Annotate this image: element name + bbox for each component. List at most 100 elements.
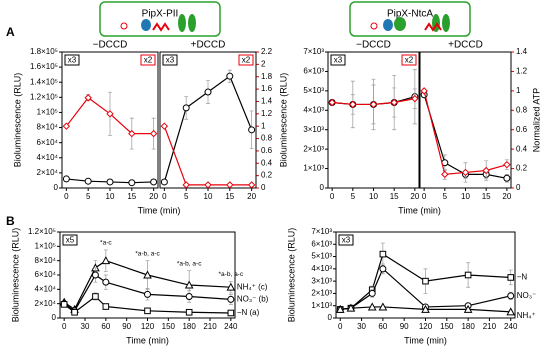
point xyxy=(149,129,158,138)
y-tick-label: 1.4×10⁵ xyxy=(30,77,58,86)
point xyxy=(507,274,515,281)
point xyxy=(204,181,212,189)
point xyxy=(226,181,234,189)
annotation: *a-b, a-c xyxy=(177,260,202,267)
series-label: −N (a) xyxy=(237,308,260,317)
y-tick-label: 1.2×10⁵ xyxy=(30,92,58,101)
annotation: *a-c xyxy=(100,240,112,247)
x-tick-label: 5 xyxy=(86,192,91,201)
point xyxy=(144,307,151,315)
y-tick-label: 1×10³ xyxy=(311,301,332,310)
badge-box xyxy=(162,54,178,66)
point xyxy=(227,309,235,317)
x-tick-label: 5 xyxy=(351,192,356,201)
y-tick-label: 3×10³ xyxy=(303,125,324,134)
x-tick-label: 0 xyxy=(62,322,67,331)
panel-header: PipX-NtcA xyxy=(387,9,433,20)
point xyxy=(184,280,194,289)
point xyxy=(150,178,158,186)
point xyxy=(91,271,99,279)
point xyxy=(101,256,111,265)
x-tick-label: 60 xyxy=(101,322,110,331)
icon xyxy=(120,22,128,30)
x-axis-label: Time (min) xyxy=(404,335,447,345)
y2-tick-label: 2 xyxy=(261,59,266,68)
point xyxy=(482,166,490,175)
y2-tick-label: 2.2 xyxy=(261,47,273,56)
icon xyxy=(442,14,450,32)
x-tick-label: 150 xyxy=(440,322,454,331)
x-tick-label: 120 xyxy=(419,322,433,331)
y2-tick-label: 0.6 xyxy=(516,125,528,134)
badge-box xyxy=(401,54,417,66)
annotation: *a-b, a-c xyxy=(219,271,244,278)
y2-tick-label: 0.2 xyxy=(261,171,273,180)
y2-tick-label: 1.8 xyxy=(261,72,273,81)
point xyxy=(503,174,511,182)
badge-box xyxy=(64,54,80,66)
y-tick-label: 2×10⁴ xyxy=(35,299,57,308)
x-tick-label: 0 xyxy=(162,192,167,201)
x-tick-label: 20 xyxy=(502,192,511,201)
x-tick-label: 0 xyxy=(422,192,427,201)
point xyxy=(367,302,377,311)
x-tick-label: 20 xyxy=(410,192,419,201)
y-axis-label: Bioluminescence (RLU) xyxy=(278,73,288,168)
y-axis-label: Bioluminescence (RLU) xyxy=(12,73,22,168)
point xyxy=(506,307,516,316)
header-ntca xyxy=(349,1,471,37)
point xyxy=(128,179,136,187)
y2-tick-label: 0 xyxy=(516,183,521,192)
y-tick-label: 6×10⁴ xyxy=(37,138,59,147)
y-tick-label: 0 xyxy=(54,183,59,192)
x-tick-label: 15 xyxy=(482,192,491,201)
y2-tick-label: 0 xyxy=(261,183,266,192)
y-tick-label: 3×10³ xyxy=(311,276,332,285)
x-tick-label: 90 xyxy=(122,322,131,331)
y-axis-label: Bioluminescence (RLU) xyxy=(286,228,296,323)
badge: x2 xyxy=(144,56,153,65)
x-tick-label: 60 xyxy=(378,322,387,331)
point xyxy=(182,104,190,112)
point xyxy=(71,308,78,316)
y-tick-label: 4×10³ xyxy=(311,264,332,273)
badge-box xyxy=(140,54,156,66)
x-axis-label: Time (min) xyxy=(398,205,441,215)
badge: x3 xyxy=(68,56,77,65)
point xyxy=(226,282,236,291)
icon xyxy=(370,22,378,30)
point xyxy=(62,122,71,130)
x-tick-label: 15 xyxy=(225,192,234,201)
point xyxy=(92,293,99,300)
point xyxy=(106,110,114,118)
series-label: NH₄⁺ (c) xyxy=(237,282,268,291)
y-axis-label: Bioluminescence (RLU) xyxy=(10,228,20,323)
x-tick-label: 5 xyxy=(443,192,448,201)
point xyxy=(160,122,169,130)
point xyxy=(463,304,473,313)
point xyxy=(160,178,168,186)
icon xyxy=(152,22,170,32)
x-tick-label: 90 xyxy=(400,322,409,331)
point xyxy=(420,87,428,95)
x-tick-label: 0 xyxy=(330,192,335,201)
x-axis-label: Time (min) xyxy=(138,205,181,215)
badge: x5 xyxy=(66,236,75,245)
x-tick-label: 150 xyxy=(162,322,176,331)
x-tick-label: 240 xyxy=(224,322,238,331)
x-tick-label: 5 xyxy=(184,192,189,201)
point xyxy=(84,177,92,185)
x-tick-label: 210 xyxy=(483,322,497,331)
x-tick-label: 210 xyxy=(203,322,217,331)
subplot-title: −DCCD xyxy=(356,40,391,51)
x-tick-label: 180 xyxy=(461,322,475,331)
point xyxy=(507,292,515,300)
y2-tick-label: 1 xyxy=(261,121,266,130)
badge-box xyxy=(338,234,354,246)
badge: x3 xyxy=(166,56,175,65)
icon xyxy=(188,14,196,32)
x-tick-label: 240 xyxy=(504,322,518,331)
y2-tick-label: 0.4 xyxy=(261,158,273,167)
